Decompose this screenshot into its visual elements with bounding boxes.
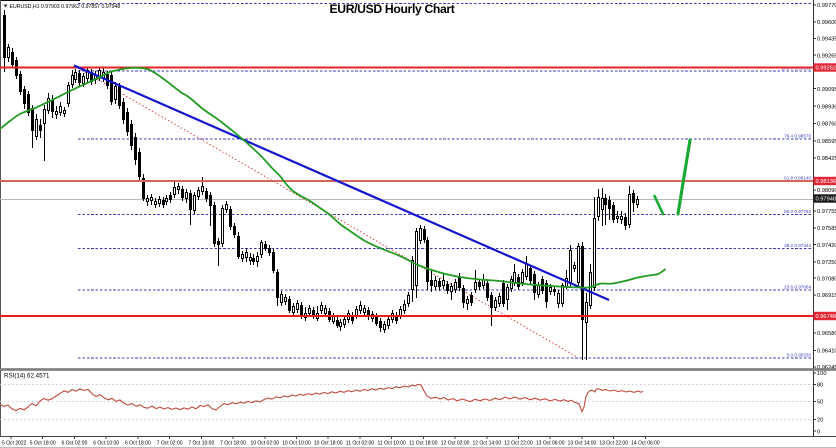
svg-text:0: 0: [817, 429, 820, 435]
svg-text:7 Oct 02:00: 7 Oct 02:00: [157, 441, 183, 447]
svg-text:RSI(14) 62.4571: RSI(14) 62.4571: [4, 373, 50, 380]
svg-text:10 Oct 02:00: 10 Oct 02:00: [250, 441, 279, 447]
svg-text:10 Oct 10:00: 10 Oct 10:00: [282, 441, 311, 447]
svg-text:10 Oct 18:00: 10 Oct 18:00: [314, 441, 343, 447]
svg-text:14 Oct 06:00: 14 Oct 06:00: [631, 441, 660, 447]
svg-text:38.2 0.97444: 38.2 0.97444: [784, 243, 811, 248]
svg-text:50.0 0.97792: 50.0 0.97792: [784, 209, 811, 214]
svg-text:0.96410: 0.96410: [817, 349, 836, 355]
svg-text:5 Oct 18:00: 5 Oct 18:00: [30, 441, 56, 447]
svg-text:0.99770: 0.99770: [817, 3, 836, 9]
svg-text:0.99262: 0.99262: [816, 66, 836, 72]
svg-text:0.97585: 0.97585: [817, 226, 836, 232]
svg-text:12 Oct 14:00: 12 Oct 14:00: [472, 441, 501, 447]
svg-text:0.99095: 0.99095: [817, 87, 836, 93]
svg-text:0.97420: 0.97420: [817, 243, 836, 249]
svg-text:0.96580: 0.96580: [817, 331, 836, 337]
svg-text:6 Oct 10:00: 6 Oct 10:00: [93, 441, 119, 447]
svg-text:7 Oct 10:00: 7 Oct 10:00: [188, 441, 214, 447]
svg-text:0.96915: 0.96915: [817, 293, 836, 299]
svg-text:0.99265: 0.99265: [817, 53, 836, 59]
svg-text:12 Oct 22:00: 12 Oct 22:00: [504, 441, 533, 447]
svg-text:13 Oct 22:00: 13 Oct 22:00: [599, 441, 628, 447]
svg-text:0.98595: 0.98595: [817, 139, 836, 145]
svg-text:61.8 0.98140: 61.8 0.98140: [784, 175, 811, 180]
svg-text:11 Oct 18:00: 11 Oct 18:00: [409, 441, 437, 447]
svg-text:0.97755: 0.97755: [817, 209, 836, 215]
svg-text:76.4 0.98570: 76.4 0.98570: [784, 134, 811, 139]
svg-text:6 Oct 02:00: 6 Oct 02:00: [62, 441, 88, 447]
svg-text:11 Oct 02:00: 11 Oct 02:00: [346, 441, 374, 447]
svg-text:5 Oct 2022: 5 Oct 2022: [2, 441, 27, 447]
svg-text:0.98136: 0.98136: [816, 179, 836, 185]
svg-text:23.6 0.97064: 23.6 0.97064: [784, 285, 811, 290]
svg-text:100: 100: [817, 371, 827, 377]
svg-text:EURUSD,H1 0.97903 0.97962 0.9: EURUSD,H1 0.97903 0.97962 0.97857 0.9794…: [10, 4, 121, 10]
svg-text:7 Oct 18:00: 7 Oct 18:00: [220, 441, 246, 447]
svg-text:0.98760: 0.98760: [817, 122, 836, 128]
svg-text:0.99600: 0.99600: [817, 20, 836, 26]
svg-text:20: 20: [817, 418, 823, 424]
svg-text:0.97948: 0.97948: [816, 197, 836, 203]
svg-text:11 Oct 10:00: 11 Oct 10:00: [378, 441, 406, 447]
svg-text:0.98425: 0.98425: [817, 156, 836, 162]
svg-text:0.0 0.96333: 0.0 0.96333: [787, 352, 812, 357]
svg-text:50: 50: [817, 400, 823, 406]
svg-text:0.97250: 0.97250: [817, 260, 836, 266]
svg-text:0.98090: 0.98090: [817, 188, 836, 194]
svg-text:12 Oct 02:00: 12 Oct 02:00: [441, 441, 470, 447]
svg-text:0.98930: 0.98930: [817, 104, 836, 110]
svg-text:0.96748: 0.96748: [816, 314, 836, 320]
svg-text:6 Oct 18:00: 6 Oct 18:00: [125, 441, 151, 447]
svg-text:0.99435: 0.99435: [817, 37, 836, 43]
svg-text:EUR/USD Hourly Chart: EUR/USD Hourly Chart: [329, 2, 454, 16]
svg-text:0.97080: 0.97080: [817, 276, 836, 282]
svg-text:13 Oct 14:00: 13 Oct 14:00: [568, 441, 597, 447]
svg-text:13 Oct 06:00: 13 Oct 06:00: [536, 441, 565, 447]
svg-text:80: 80: [817, 383, 823, 389]
